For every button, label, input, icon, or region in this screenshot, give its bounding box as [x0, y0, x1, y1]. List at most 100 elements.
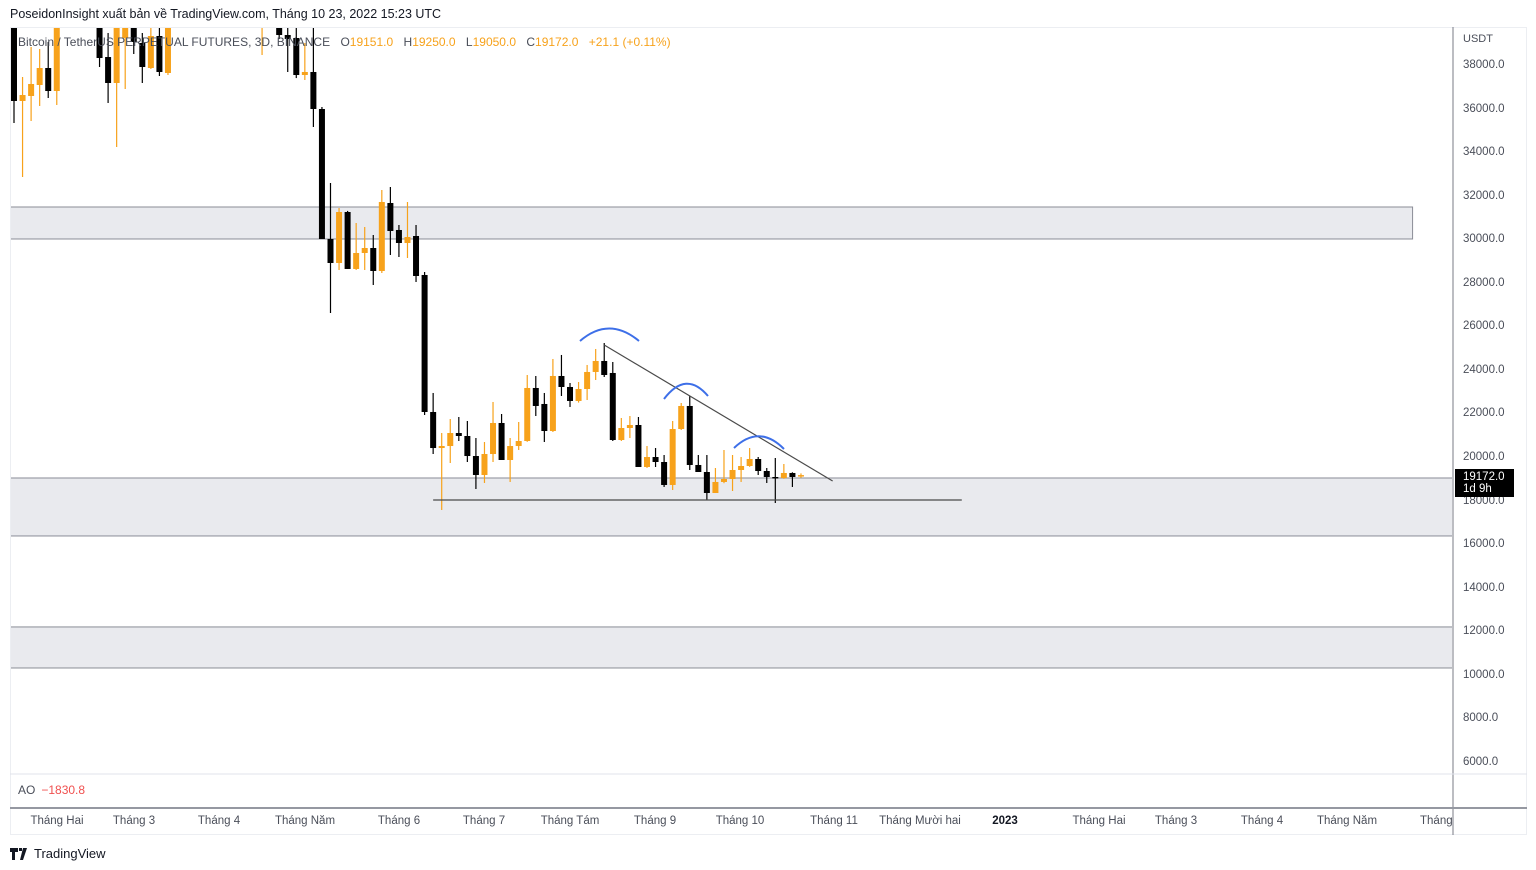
ao-indicator-legend[interactable]: AO −1830.8: [18, 783, 85, 797]
candle-down: [430, 392, 437, 455]
low-key: L: [465, 35, 473, 49]
candle-body: [284, 35, 291, 39]
candle-up: [36, 48, 43, 106]
candle-down: [310, 28, 317, 127]
candle-body: [626, 424, 633, 429]
candle-up: [780, 464, 787, 479]
candle-down: [567, 383, 574, 407]
candle-up: [746, 448, 753, 467]
candle-body: [472, 456, 479, 475]
candle-up: [481, 442, 488, 483]
time-tick-label: Tháng Năm: [1316, 815, 1378, 827]
candle-up: [353, 222, 360, 270]
candle-body: [276, 28, 283, 36]
candle-body: [404, 237, 411, 243]
candle-body: [310, 71, 317, 109]
candle-body: [387, 203, 394, 231]
candle-body: [661, 462, 668, 485]
candle-up: [669, 420, 676, 490]
candle-body: [139, 43, 146, 68]
candle-down: [344, 210, 351, 269]
pattern-arcs[interactable]: [579, 327, 785, 450]
candle-down: [789, 472, 796, 487]
candle-body: [763, 470, 770, 477]
close-value: 19172.0: [535, 35, 579, 49]
price-tick-label: 32000.0: [1463, 189, 1505, 202]
candle-body: [746, 458, 753, 466]
publish-info: PoseidonInsight xuất bản về TradingView.…: [10, 7, 442, 21]
candle-up: [336, 207, 343, 270]
candle-up: [164, 28, 171, 75]
top-arc-3[interactable]: [733, 435, 785, 450]
candle-down: [472, 437, 479, 489]
time-tick-label: Tháng Năm: [274, 815, 336, 827]
open-key: O: [340, 35, 350, 49]
currency-label[interactable]: USDT: [1463, 33, 1493, 45]
candle-body: [156, 36, 163, 72]
candle-body: [318, 108, 325, 239]
top-arc-2[interactable]: [663, 382, 709, 400]
time-tick-label: Tháng Hai: [30, 815, 84, 827]
candle-body: [96, 28, 103, 59]
time-tick-label: Tháng Tám: [540, 815, 600, 827]
candle-down: [421, 271, 428, 415]
candle-body: [524, 387, 531, 442]
candle-up: [28, 47, 35, 121]
candle-down: [370, 235, 377, 285]
candle-down: [455, 417, 462, 442]
candle-up: [618, 418, 625, 442]
candle-down: [139, 32, 146, 83]
candle-body: [686, 405, 693, 465]
candle-body: [755, 458, 762, 471]
zones: [11, 206, 1452, 669]
candle-body: [378, 202, 385, 271]
candle-down: [130, 28, 137, 55]
candle-down: [327, 182, 334, 313]
candle-up: [524, 374, 531, 442]
candle-up: [301, 43, 308, 81]
candle-body: [19, 94, 26, 101]
price-tick-label: 26000.0: [1463, 320, 1505, 333]
ao-value: −1830.8: [41, 783, 86, 797]
candle-body: [549, 375, 556, 432]
drawings[interactable]: [433, 344, 962, 501]
candle-body: [455, 433, 462, 436]
candle-body: [643, 457, 650, 467]
candle-body: [353, 252, 360, 269]
price-tick-label: 24000.0: [1463, 363, 1505, 376]
ao-name: AO: [18, 783, 36, 797]
candle-up: [147, 28, 154, 70]
price-tick-label: 8000.0: [1463, 712, 1499, 725]
tradingview-watermark[interactable]: TradingView: [10, 846, 106, 861]
time-tick-label: Tháng 4: [197, 815, 241, 827]
price-tick-label: 28000.0: [1463, 276, 1505, 289]
low-value: 19050.0: [472, 35, 516, 49]
candle-body: [720, 478, 727, 482]
candle-body: [36, 68, 43, 85]
candle-up: [53, 28, 60, 105]
candle-down: [284, 28, 291, 72]
candle-body: [695, 464, 702, 472]
descending-trendline[interactable]: [603, 344, 833, 482]
top-arc-1[interactable]: [579, 327, 640, 342]
watermark-text: TradingView: [34, 846, 106, 861]
candle-up: [438, 433, 445, 510]
candle-up: [738, 457, 745, 482]
high-value: 19250.0: [412, 35, 456, 49]
candle-down: [635, 417, 642, 467]
candle-body: [584, 371, 591, 389]
candle-up: [507, 437, 514, 482]
candle-body: [789, 472, 796, 477]
candle-body: [413, 236, 420, 276]
time-tick-label: Tháng 9: [633, 815, 677, 827]
candle-body: [28, 83, 35, 96]
symbol-title[interactable]: Bitcoin / TetherUS PERPETUAL FUTURES, 3D…: [18, 35, 331, 49]
candle-body: [635, 424, 642, 467]
candle-down: [45, 41, 52, 98]
time-tick-label: 2023: [992, 815, 1018, 827]
candle-body: [164, 28, 171, 73]
candle-body: [712, 481, 719, 493]
candle-body: [327, 238, 334, 263]
time-tick-label: Tháng 10: [715, 815, 765, 827]
